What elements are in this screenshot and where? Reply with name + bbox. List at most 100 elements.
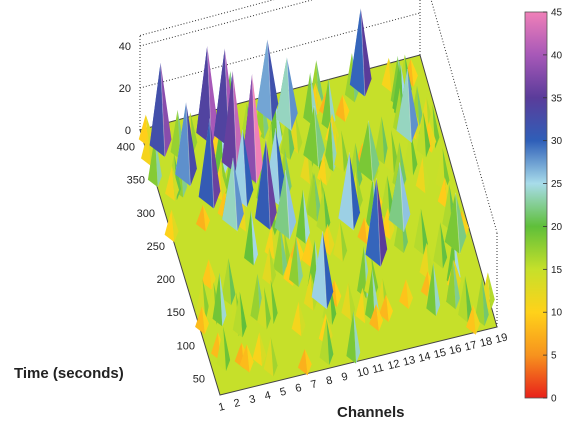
surface-bump (426, 242, 434, 280)
y-tick-label: 50 (193, 373, 205, 385)
peak-ridge (406, 68, 412, 143)
surface-bump (316, 187, 327, 234)
surface-bump (384, 130, 394, 174)
peak-face-right (207, 45, 219, 145)
surface-bump (420, 208, 428, 255)
surface-bump (202, 204, 210, 232)
peak-face-right (265, 139, 277, 230)
x-tick-label: 6 (294, 382, 303, 395)
surface-bump (284, 148, 292, 198)
peak-face-right (186, 102, 197, 187)
surface-bump (357, 217, 368, 245)
peak-ridge (266, 39, 273, 122)
peak-face-left (274, 170, 290, 240)
peak-face-left (222, 157, 238, 232)
y-tick-label: 300 (137, 208, 155, 220)
peak-ridge (375, 178, 382, 267)
surface-bump (326, 318, 334, 366)
peak-face-right (407, 68, 419, 143)
peak-mark (365, 178, 388, 267)
surface-bump (410, 130, 418, 176)
surface-bump (319, 318, 330, 366)
peak-mark (255, 139, 277, 230)
peak-ridge (185, 102, 191, 187)
surface-bump (348, 282, 356, 321)
colorbar-tick-label: 5 (551, 351, 557, 362)
surface-bump (296, 189, 306, 244)
surface-bump (317, 151, 327, 186)
surface-bump (422, 156, 430, 194)
peak-face-right (314, 105, 326, 167)
surface-bump (355, 287, 366, 324)
colorbar-tick-label: 0 (551, 394, 557, 405)
peak-face-left (175, 102, 191, 187)
colorbar-gradient (524, 11, 548, 399)
surface-bump (481, 277, 489, 327)
surface-bump (244, 210, 254, 266)
surface-bump (386, 294, 393, 323)
surface-bump (289, 236, 299, 288)
surface-bump (369, 303, 379, 332)
peak-face-left (349, 8, 365, 97)
grid-lines (139, 0, 498, 327)
surface-bump (325, 313, 333, 347)
surface-bump (262, 247, 272, 286)
surface-bump (346, 310, 357, 364)
surface-bump (323, 187, 331, 234)
surface-bump (259, 332, 267, 367)
peak-mark (396, 68, 419, 143)
x-tick-label: 2 (233, 397, 242, 410)
surface-bump (413, 208, 424, 255)
x-tick-label: 9 (340, 371, 349, 384)
x-tick-label: 1 (217, 401, 226, 414)
peak-mark (444, 192, 467, 255)
surface-bump (446, 259, 456, 310)
colorbar-tick-label: 25 (551, 179, 563, 190)
surface-bump (303, 272, 314, 311)
x-tick-label: 5 (279, 386, 288, 399)
peak-face-right (242, 129, 254, 208)
surface-bump (324, 151, 332, 186)
surface-bump (221, 258, 232, 306)
axis-ticks: 1 2 3 4 5 6 7 8 9 10 11 12 13 14 15 16 17 18 1950100150200… (117, 41, 509, 414)
x-tick-label: 3 (248, 393, 257, 406)
surface-bump (171, 209, 179, 243)
surface-bump (270, 336, 278, 377)
surface-bump (269, 247, 277, 286)
surface-bump (342, 94, 350, 123)
peak-face-left (255, 139, 271, 230)
surface-bump (435, 147, 446, 192)
peak-face-right (232, 157, 244, 232)
surface-bump (280, 226, 288, 276)
peak-face-left (196, 45, 212, 145)
surface-bump (296, 236, 303, 288)
surface-bump (165, 165, 175, 202)
peak-mark (275, 57, 298, 131)
x-tick-label: 15 (433, 347, 448, 362)
colorbar-tick-label: 20 (551, 222, 563, 233)
peak-face-left (221, 71, 237, 174)
peak-face-left (357, 120, 373, 182)
surface-bump (201, 259, 212, 290)
peak-mark (357, 120, 380, 182)
colorbar-tick-label: 15 (551, 265, 563, 276)
peak-face-right (455, 192, 467, 255)
peak-ridge (160, 62, 166, 158)
surface-bump (264, 224, 275, 260)
surface-bump (307, 172, 318, 222)
surface-bump (252, 332, 263, 367)
surface-bump (419, 242, 430, 280)
surface-bump (302, 189, 310, 244)
surface-bump (334, 130, 344, 173)
surface-bump (442, 184, 452, 232)
surface-bump (257, 286, 267, 330)
colorbar-tick-label: 40 (551, 50, 563, 61)
surface-bump (219, 272, 227, 327)
peak-face-right (267, 39, 279, 122)
surface-bump (298, 301, 306, 337)
y-tick-label: 400 (117, 142, 135, 154)
z-tick-label: 20 (119, 83, 131, 95)
surface-bump (239, 344, 250, 373)
surface-bump (381, 57, 392, 93)
peak-face-right (322, 231, 334, 310)
